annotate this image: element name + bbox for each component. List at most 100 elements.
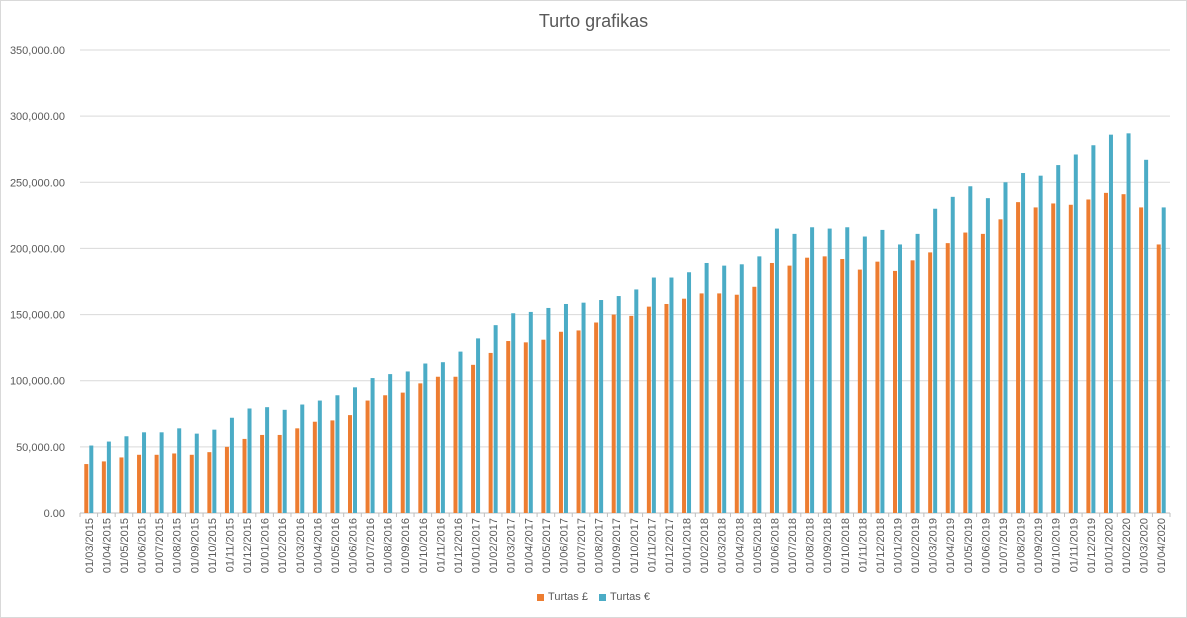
x-tick-label: 01/10/2015: [207, 518, 219, 573]
x-tick-label: 01/03/2018: [717, 518, 729, 573]
bar-gbp: [752, 286, 757, 513]
bar-eur: [159, 432, 164, 513]
x-tick-label: 01/04/2017: [523, 518, 535, 573]
bar-eur: [528, 311, 533, 513]
bar-eur: [476, 338, 481, 513]
bar-eur: [827, 228, 832, 514]
x-tick-label: 01/10/2017: [629, 518, 641, 573]
bar-eur: [651, 277, 656, 513]
x-tick-label: 01/01/2019: [893, 518, 905, 573]
bar-eur: [757, 256, 762, 513]
legend-label-eur: Turtas €: [610, 591, 650, 603]
bar-gbp: [787, 265, 792, 513]
bar-gbp: [189, 454, 194, 513]
bar-gbp: [1156, 244, 1161, 513]
bar-gbp: [400, 392, 405, 513]
bar-eur: [440, 362, 445, 513]
x-tick-label: 01/08/2015: [172, 518, 184, 573]
bar-gbp: [348, 415, 352, 513]
bar-eur: [634, 289, 639, 513]
bar-eur: [353, 387, 357, 513]
x-tick-label: 01/04/2016: [312, 518, 324, 573]
x-tick-label: 01/08/2019: [1016, 518, 1028, 573]
x-tick-label: 01/07/2018: [787, 518, 799, 573]
x-tick-label: 01/12/2017: [664, 518, 676, 573]
bar-eur: [880, 229, 885, 513]
bar-gbp: [365, 400, 370, 513]
bar-gbp: [1033, 207, 1038, 514]
y-tick-label: 250,000.00: [10, 177, 65, 189]
x-tick-label: 01/01/2020: [1103, 518, 1115, 573]
bar-eur: [142, 432, 147, 513]
bar-eur: [370, 378, 375, 513]
bar-gbp: [822, 256, 827, 513]
bar-eur: [1126, 133, 1131, 513]
bar-eur: [1161, 207, 1166, 514]
x-tick-label: 01/03/2017: [506, 518, 518, 573]
x-tick-label: 01/02/2018: [699, 518, 711, 573]
bar-gbp: [541, 339, 546, 513]
bar-eur: [898, 244, 902, 513]
bar-eur: [810, 227, 815, 513]
bar-gbp: [558, 331, 563, 513]
x-tick-label: 01/01/2018: [682, 518, 694, 573]
x-tick-label: 01/01/2017: [471, 518, 483, 573]
legend-item-gbp: Turtas £: [537, 591, 588, 603]
x-tick-label: 01/05/2019: [963, 518, 975, 573]
bar-gbp: [611, 314, 616, 513]
y-tick-label: 50,000.00: [16, 442, 65, 454]
bar-eur: [563, 303, 568, 513]
x-tick-label: 01/11/2017: [646, 518, 658, 572]
bar-eur: [1144, 159, 1149, 513]
x-tick-label: 01/06/2017: [558, 518, 570, 573]
bar-eur: [511, 313, 516, 513]
bar-gbp: [224, 446, 229, 513]
bar-gbp: [769, 262, 774, 513]
bar-gbp: [629, 315, 634, 513]
legend-swatch-gbp: [537, 593, 545, 601]
bar-gbp: [383, 395, 388, 513]
bar-eur: [89, 445, 94, 513]
bar-eur: [1056, 165, 1061, 514]
bar-eur: [774, 228, 779, 514]
legend-swatch-eur: [599, 593, 607, 601]
bar-gbp: [734, 294, 739, 513]
bar-eur: [704, 262, 709, 513]
bar-gbp: [682, 298, 687, 513]
bar-gbp: [875, 261, 880, 513]
x-tick-label: 01/08/2016: [383, 518, 395, 573]
bar-eur: [423, 363, 428, 513]
bar-eur: [546, 307, 551, 513]
bar-gbp: [154, 454, 159, 513]
bar-gbp: [699, 293, 704, 513]
bar-eur: [687, 272, 692, 513]
x-tick-label: 01/05/2015: [119, 518, 131, 573]
bar-eur: [177, 428, 182, 513]
x-tick-label: 01/10/2018: [840, 518, 852, 573]
x-tick-label: 01/11/2018: [857, 518, 869, 572]
x-tick-label: 01/02/2019: [910, 518, 922, 573]
x-tick-label: 01/09/2017: [611, 518, 623, 573]
x-tick-label: 01/09/2015: [189, 518, 201, 573]
bar-gbp: [488, 352, 493, 513]
bar-gbp: [137, 454, 142, 513]
bar-gbp: [1086, 199, 1091, 514]
x-tick-label: 01/11/2015: [224, 518, 236, 572]
bar-gbp: [1051, 203, 1056, 514]
x-tick-label: 01/04/2018: [734, 518, 746, 573]
bar-eur: [335, 395, 340, 513]
x-tick-label: 01/02/2020: [1121, 518, 1133, 573]
x-tick-label: 01/03/2019: [928, 518, 940, 573]
bar-eur: [722, 265, 727, 513]
x-tick-label: 01/02/2017: [488, 518, 500, 573]
y-tick-label: 0.00: [44, 508, 65, 520]
bar-gbp: [295, 428, 300, 513]
bar-eur: [388, 374, 393, 513]
bar-gbp: [840, 259, 845, 513]
bar-gbp: [945, 243, 950, 513]
chart-legend: Turtas £ Turtas €: [0, 591, 1187, 604]
bar-eur: [124, 436, 129, 513]
bar-eur: [739, 264, 744, 513]
bar-eur: [300, 404, 305, 513]
bar-eur: [247, 408, 252, 513]
